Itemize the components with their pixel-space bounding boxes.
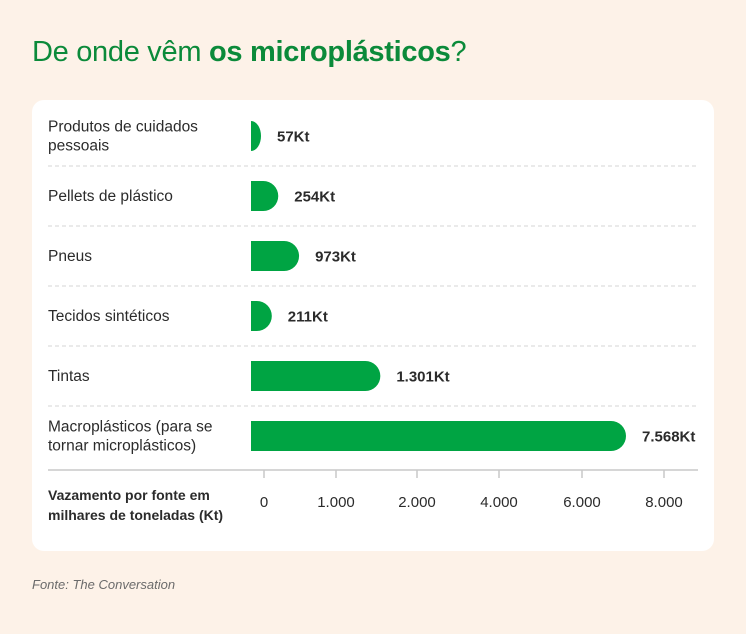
data-label: 973Kt xyxy=(315,249,356,266)
category-label: Macroplásticos (para se tornar microplást… xyxy=(48,419,213,455)
bar xyxy=(251,301,272,331)
chart-title: De onde vêm os microplásticos? xyxy=(32,36,467,69)
data-label: 7.568Kt xyxy=(642,429,695,446)
title-prefix: De onde vêm xyxy=(32,36,209,68)
bar xyxy=(251,241,300,271)
data-label: 57Kt xyxy=(277,129,310,146)
category-label: Pneus xyxy=(48,248,92,265)
x-tick-label: 8.000 xyxy=(645,494,683,511)
title-suffix: ? xyxy=(450,36,467,68)
x-axis-title: Vazamento por fonte em milhares de tonela… xyxy=(48,487,223,523)
bar xyxy=(251,181,279,211)
title-bold: os microplásticos xyxy=(208,36,451,68)
chart-card: Produtos de cuidados pessoais 57Kt Pellets … xyxy=(32,100,714,551)
bar xyxy=(251,361,381,391)
data-label: 254Kt xyxy=(294,189,335,206)
bar-chart: Produtos de cuidados pessoais 57Kt Pellets … xyxy=(48,119,698,523)
data-label: 211Kt xyxy=(288,309,328,326)
x-tick-label: 0 xyxy=(260,494,268,511)
bar xyxy=(251,121,261,151)
x-tick-label: 1.000 xyxy=(317,494,355,511)
x-tick-label: 2.000 xyxy=(398,494,436,511)
bar xyxy=(251,421,626,451)
category-label: Pellets de plástico xyxy=(48,188,173,205)
x-tick-label: 6.000 xyxy=(563,494,601,511)
source-note: Fonte: The Conversation xyxy=(32,577,176,592)
category-label: Tecidos sintéticos xyxy=(48,308,170,325)
x-tick-label: 4.000 xyxy=(480,494,518,511)
category-label: Produtos de cuidados pessoais xyxy=(48,119,198,155)
data-label: 1.301Kt xyxy=(396,369,449,386)
category-label: Tintas xyxy=(48,368,90,385)
